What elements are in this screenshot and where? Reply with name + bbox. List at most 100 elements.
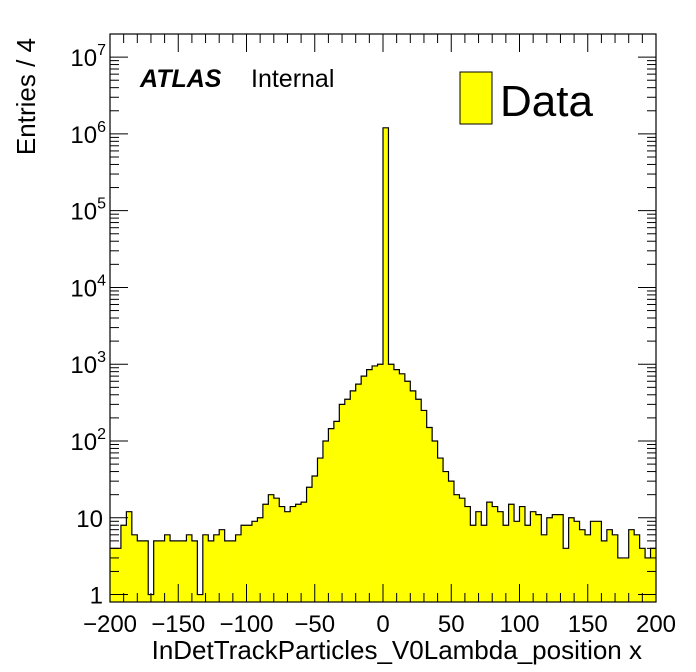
histogram-bar bbox=[530, 511, 537, 602]
histogram-bar bbox=[355, 384, 362, 602]
histogram-bar bbox=[246, 525, 253, 602]
histogram-bar bbox=[383, 127, 389, 602]
histogram-bar bbox=[366, 369, 373, 602]
histogram-bar bbox=[344, 399, 351, 602]
histogram-bar bbox=[421, 410, 427, 602]
histogram-bar bbox=[628, 529, 635, 602]
y-tick-label: 105 bbox=[70, 196, 106, 226]
histogram-bar bbox=[301, 502, 307, 602]
histogram-bar bbox=[508, 504, 515, 602]
histogram-bar bbox=[284, 511, 291, 602]
x-tick-label: 0 bbox=[376, 611, 389, 638]
histogram-bar bbox=[585, 534, 591, 602]
histogram-bar bbox=[552, 514, 559, 602]
x-tick-label: 50 bbox=[438, 611, 465, 638]
histogram-bar bbox=[191, 540, 198, 602]
histogram-bar bbox=[290, 506, 296, 602]
histogram-bar bbox=[241, 525, 247, 602]
histogram-bar bbox=[295, 504, 302, 602]
histogram-bar bbox=[333, 421, 340, 602]
x-tick-label: 200 bbox=[636, 611, 676, 638]
y-axis-label: Entries / 4 bbox=[11, 38, 41, 155]
legend-swatch bbox=[459, 71, 493, 125]
histogram-bar bbox=[339, 404, 346, 602]
histogram-bar bbox=[268, 494, 275, 602]
histogram-bar bbox=[612, 534, 619, 602]
histogram-bar bbox=[432, 441, 438, 602]
labels: ATLAS Internal Data InDetTrackParticles_… bbox=[11, 38, 642, 665]
histogram-bar bbox=[142, 540, 149, 602]
legend-label: Data bbox=[500, 77, 593, 126]
histogram-bar bbox=[202, 534, 209, 602]
histogram-bar bbox=[503, 525, 509, 602]
histogram-bar bbox=[377, 364, 384, 602]
histogram-bar bbox=[393, 369, 400, 602]
histogram-bar bbox=[312, 476, 318, 602]
histogram-bar bbox=[164, 534, 171, 602]
x-axis-label: InDetTrackParticles_V0Lambda_position x bbox=[152, 635, 642, 665]
y-tick-label: 104 bbox=[70, 272, 106, 302]
histogram-bar bbox=[361, 376, 367, 602]
histogram-bar bbox=[137, 540, 144, 602]
histogram-bar bbox=[213, 534, 220, 602]
histogram-bar bbox=[639, 548, 646, 602]
histogram-bar bbox=[595, 521, 602, 602]
histogram-bar bbox=[650, 548, 657, 602]
histogram-bar bbox=[120, 525, 127, 602]
histogram-bar bbox=[563, 548, 569, 602]
histogram-bar bbox=[317, 458, 324, 602]
y-tick-label: 103 bbox=[70, 349, 106, 379]
y-tick-label: 106 bbox=[70, 119, 106, 149]
histogram-bar bbox=[623, 557, 629, 602]
histogram-bar bbox=[399, 373, 406, 602]
atlas-sublabel: Internal bbox=[251, 65, 334, 93]
x-tick-label: −200 bbox=[83, 611, 137, 638]
histogram-bar bbox=[251, 521, 258, 602]
histogram-bar bbox=[153, 540, 160, 602]
x-tick-label: −100 bbox=[219, 611, 273, 638]
histogram-bar bbox=[519, 506, 526, 602]
histogram-bar bbox=[257, 517, 264, 602]
x-tick-label: 100 bbox=[499, 611, 539, 638]
histogram-bar bbox=[219, 529, 225, 602]
histogram-bar bbox=[574, 521, 580, 602]
histogram-bar bbox=[262, 504, 269, 602]
histogram-bar bbox=[535, 514, 542, 602]
histogram-bar bbox=[486, 502, 493, 602]
histogram-bar bbox=[443, 471, 449, 602]
histogram-bar bbox=[404, 381, 411, 602]
histogram-bar bbox=[606, 529, 613, 602]
histogram-bar bbox=[464, 506, 471, 602]
histogram-bar bbox=[617, 557, 624, 602]
histogram-bar bbox=[322, 441, 329, 602]
histogram-bar bbox=[170, 540, 176, 602]
histogram-bar bbox=[273, 498, 280, 602]
y-tick-label: 107 bbox=[70, 42, 106, 72]
histogram-bars bbox=[110, 127, 657, 602]
histogram-bar bbox=[524, 525, 531, 602]
y-tick-label: 10 bbox=[76, 506, 103, 533]
histogram-bar bbox=[388, 364, 395, 602]
x-tick-label: −150 bbox=[151, 611, 205, 638]
x-tick-label: 150 bbox=[568, 611, 608, 638]
y-tick-label: 102 bbox=[70, 426, 106, 456]
histogram-bar bbox=[546, 517, 553, 602]
histogram-bar bbox=[579, 529, 586, 602]
histogram-bar bbox=[601, 540, 608, 602]
histogram-bar bbox=[175, 540, 182, 602]
histogram-bar bbox=[448, 481, 455, 602]
histogram-bar bbox=[224, 540, 231, 602]
histogram-bar bbox=[645, 557, 651, 602]
histogram-bar bbox=[470, 525, 477, 602]
histogram-bar bbox=[208, 540, 215, 602]
histogram-bar bbox=[372, 365, 378, 602]
histogram-bar bbox=[437, 458, 444, 602]
histogram-bar bbox=[557, 514, 564, 602]
histogram-bar bbox=[159, 540, 165, 602]
histogram-bar bbox=[197, 594, 204, 602]
histogram-bar bbox=[541, 534, 548, 602]
histogram-bar bbox=[634, 534, 640, 602]
histogram-bar bbox=[568, 517, 575, 602]
histogram-bar bbox=[328, 428, 335, 602]
histogram-bar bbox=[492, 506, 498, 602]
